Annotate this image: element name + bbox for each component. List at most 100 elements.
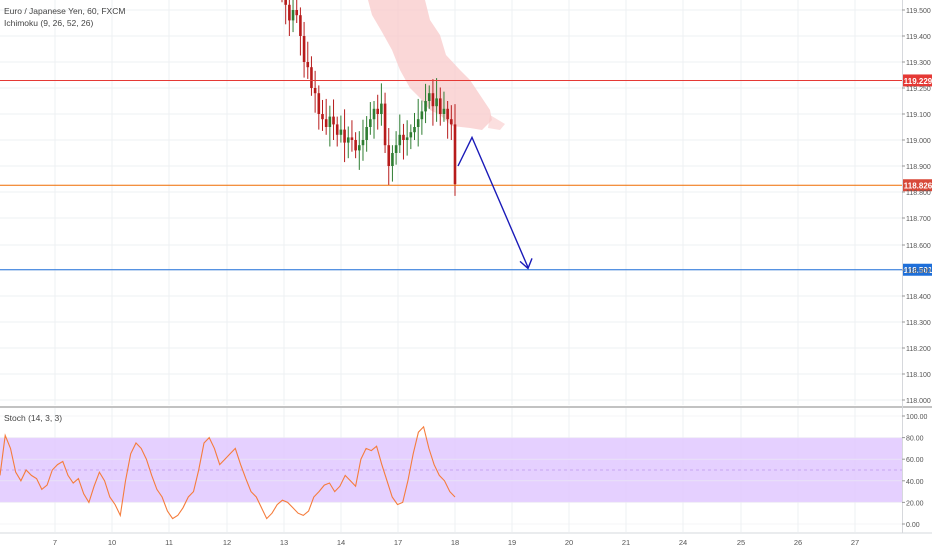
- ichimoku-cloud-tail: [488, 115, 505, 130]
- candle-body: [295, 10, 299, 16]
- ichimoku-legend[interactable]: Ichimoku (9, 26, 52, 26): [4, 18, 94, 28]
- candle-body: [328, 116, 332, 127]
- candle-body: [306, 62, 310, 68]
- level-lines[interactable]: 119.229 118.826 118.501: [0, 74, 932, 276]
- stoch-tick-label: 100.00: [906, 414, 928, 421]
- level-label-current: 118.826: [904, 182, 932, 191]
- stoch-tick-label: 20.00: [906, 500, 924, 507]
- candle-body: [383, 103, 387, 146]
- candle-body: [453, 124, 457, 185]
- candle-body: [450, 119, 453, 125]
- time-tick-label: 24: [679, 538, 687, 547]
- time-tick-label: 20: [565, 538, 573, 547]
- time-tick-label: 25: [737, 538, 745, 547]
- stoch-tick-label: 80.00: [906, 436, 924, 443]
- candle-body: [339, 129, 343, 135]
- candle-body: [391, 153, 394, 166]
- price-tick-label: 118.200: [906, 346, 931, 353]
- candle-body: [321, 114, 324, 120]
- stoch-line-layer: [0, 425, 456, 520]
- price-tick-label: 118.100: [906, 372, 931, 379]
- candle-body: [402, 134, 405, 140]
- price-tick-label: 119.500: [906, 8, 931, 15]
- candle-body: [431, 93, 435, 107]
- price-tick-label: 118.800: [906, 190, 931, 197]
- candle-body: [380, 103, 383, 114]
- level-label-bg-resistance: [903, 74, 932, 87]
- price-tick-label: 118.500: [906, 268, 931, 275]
- candle-body: [284, 0, 287, 5]
- candle-body: [424, 101, 427, 112]
- ichimoku-cloud: [368, 0, 505, 130]
- candle-body: [335, 124, 339, 135]
- candle-body: [346, 137, 350, 143]
- candle-body: [420, 111, 424, 120]
- time-tick-label: 14: [337, 538, 345, 547]
- price-tick-label: 118.300: [906, 320, 931, 327]
- price-tick-label: 119.400: [906, 34, 931, 41]
- time-tick-label: 21: [622, 538, 630, 547]
- candle-body: [416, 119, 420, 127]
- candle-body: [413, 127, 416, 133]
- candle-body: [387, 145, 391, 166]
- time-tick-label: 26: [794, 538, 802, 547]
- stoch-legend[interactable]: Stoch (14, 3, 3): [4, 413, 63, 423]
- level-label-bg-target: [903, 263, 932, 276]
- candle-body: [405, 137, 409, 140]
- time-tick-label: 11: [165, 538, 173, 547]
- candle-body: [310, 67, 313, 88]
- projection-arrow[interactable]: [457, 135, 533, 270]
- candle-body: [398, 134, 402, 146]
- price-tick-label: 119.300: [906, 60, 931, 67]
- arrow-head[interactable]: [519, 258, 533, 270]
- candle-body: [438, 98, 442, 114]
- time-tick-label: 13: [280, 538, 288, 547]
- candle-body: [343, 129, 346, 143]
- price-tick-label: 118.400: [906, 294, 931, 301]
- candle-body: [313, 88, 317, 94]
- candles-layer: [281, 0, 457, 196]
- level-label-bg-current: [903, 179, 932, 192]
- axes-layer: 119.500 119.400 119.300 119.250 119.100 119.0…: [53, 8, 931, 547]
- candle-body: [376, 108, 380, 114]
- price-tick-label: 118.700: [906, 216, 931, 223]
- price-tick-label: 119.100: [906, 112, 931, 119]
- level-label-resistance: 119.229: [904, 77, 932, 86]
- candle-body: [369, 119, 372, 127]
- time-tick-label: 27: [851, 538, 859, 547]
- price-tick-label: 118.900: [906, 164, 931, 171]
- stoch-tick-label: 40.00: [906, 479, 924, 486]
- candle-body: [435, 98, 438, 107]
- candle-body: [324, 119, 328, 127]
- candle-body: [354, 140, 357, 151]
- time-tick-label: 12: [223, 538, 231, 547]
- candle-body: [372, 108, 376, 120]
- candle-body: [394, 145, 398, 153]
- time-tick-label: 18: [451, 538, 459, 547]
- stoch-tick-label: 60.00: [906, 457, 924, 464]
- time-tick-label: 17: [394, 538, 402, 547]
- time-tick-label: 19: [508, 538, 516, 547]
- candle-body: [299, 15, 302, 36]
- stoch-tick-label: 0.00: [906, 522, 920, 529]
- candle-body: [317, 93, 321, 114]
- candle-body: [361, 140, 365, 146]
- stoch-band-layer: [0, 415, 902, 525]
- candle-body: [357, 145, 361, 151]
- arrow-path[interactable]: [457, 135, 529, 268]
- candle-body: [288, 4, 291, 21]
- ichimoku-cloud-area: [368, 0, 492, 130]
- price-tick-label: 118.600: [906, 243, 931, 250]
- candle-body: [291, 10, 295, 21]
- level-label-target: 118.501: [904, 266, 932, 275]
- candle-body: [409, 132, 413, 138]
- price-tick-label: 119.000: [906, 138, 931, 145]
- symbol-legend[interactable]: Euro / Japanese Yen, 60, FXCM: [4, 6, 126, 16]
- candle-body: [442, 108, 446, 114]
- candle-body: [446, 108, 449, 120]
- candle-body: [350, 137, 354, 140]
- time-tick-label: 10: [108, 538, 116, 547]
- stoch-line: [0, 425, 456, 520]
- candle-body: [302, 36, 306, 62]
